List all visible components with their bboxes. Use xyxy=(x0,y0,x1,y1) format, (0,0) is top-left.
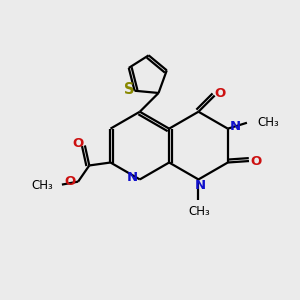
Text: S: S xyxy=(124,82,134,97)
Text: N: N xyxy=(230,120,241,133)
Text: CH₃: CH₃ xyxy=(31,179,53,192)
Text: O: O xyxy=(73,136,84,150)
Text: N: N xyxy=(194,179,206,192)
Text: CH₃: CH₃ xyxy=(257,116,279,129)
Text: N: N xyxy=(127,172,138,184)
Text: O: O xyxy=(214,87,226,100)
Text: O: O xyxy=(251,154,262,167)
Text: O: O xyxy=(64,175,76,188)
Text: CH₃: CH₃ xyxy=(188,206,210,218)
